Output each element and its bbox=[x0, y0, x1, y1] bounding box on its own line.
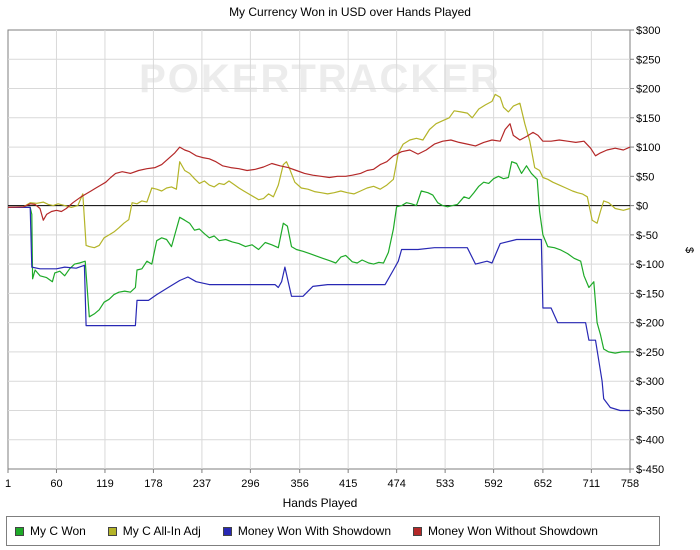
y-tick-label: $100 bbox=[636, 142, 660, 154]
x-tick-label: 178 bbox=[144, 478, 162, 490]
y-tick-label: $-450 bbox=[636, 464, 664, 476]
y-tick-label: $-250 bbox=[636, 347, 664, 359]
legend-label: My C All-In Adj bbox=[122, 524, 201, 538]
y-tick-label: $-350 bbox=[636, 405, 664, 417]
legend-label: Money Won Without Showdown bbox=[428, 524, 598, 538]
watermark-logo: POKERTRACKER bbox=[139, 57, 501, 101]
y-tick-label: $-50 bbox=[636, 230, 658, 242]
legend-swatch bbox=[15, 526, 24, 536]
legend-item-money-won-without-showdown: Money Won Without Showdown bbox=[413, 524, 598, 538]
series-line-my-c-won bbox=[8, 161, 630, 354]
y-tick-label: $250 bbox=[636, 54, 660, 66]
x-tick-label: 592 bbox=[484, 478, 502, 490]
x-tick-label: 237 bbox=[193, 478, 211, 490]
x-tick-label: 474 bbox=[387, 478, 405, 490]
legend-item-my-c-all-in-adj: My C All-In Adj bbox=[107, 524, 201, 538]
x-axis-ticks: 1 60 119 178 237 296 356 415 474 533 592 652 711 758 bbox=[5, 469, 639, 490]
x-tick-label: 652 bbox=[534, 478, 552, 490]
y-tick-label: $300 bbox=[636, 25, 660, 37]
legend-swatch bbox=[107, 526, 117, 536]
x-tick-label: 296 bbox=[241, 478, 259, 490]
legend-swatch bbox=[413, 526, 423, 536]
series-line-money-won-without-showdown bbox=[7, 123, 631, 221]
x-tick-label: 60 bbox=[50, 478, 62, 490]
legend-item-my-c-won: My C Won bbox=[15, 524, 86, 538]
y-tick-label: $-150 bbox=[636, 288, 664, 300]
y-tick-label: $200 bbox=[636, 84, 660, 96]
legend-item-money-won-with-showdown: Money Won With Showdown bbox=[222, 524, 392, 538]
plot-area bbox=[7, 29, 631, 470]
y-tick-label: $-100 bbox=[636, 259, 664, 271]
x-tick-label: 119 bbox=[96, 478, 114, 490]
legend: My C Won My C All-In Adj Money Won With Sh… bbox=[6, 516, 660, 546]
x-tick-label: 356 bbox=[291, 478, 309, 490]
y-axis-ticks: $300 $250 $200 $150 $100 $50 $0 $-50 $-100 $-150 $… bbox=[630, 25, 664, 476]
series-lines bbox=[7, 93, 631, 412]
y-tick-label: $-300 bbox=[636, 376, 664, 388]
x-tick-label: 533 bbox=[436, 478, 454, 490]
x-tick-label: 758 bbox=[621, 478, 639, 490]
y-tick-label: $50 bbox=[636, 171, 654, 183]
x-tick-label: 1 bbox=[5, 478, 11, 490]
y-axis-label: $ bbox=[683, 247, 695, 253]
x-tick-label: 415 bbox=[339, 478, 357, 490]
y-tick-label: $0 bbox=[636, 201, 648, 213]
x-tick-label: 711 bbox=[583, 478, 601, 490]
y-tick-label: $-200 bbox=[636, 318, 664, 330]
series-line-money-won-with-showdown bbox=[8, 206, 630, 412]
y-tick-label: $-400 bbox=[636, 435, 664, 447]
legend-swatch bbox=[222, 526, 232, 536]
chart-title: My Currency Won in USD over Hands Played bbox=[229, 5, 471, 19]
x-axis-label: Hands Played bbox=[283, 496, 358, 510]
legend-label: Money Won With Showdown bbox=[237, 524, 392, 538]
series-line-my-c-all-in-adj bbox=[7, 93, 631, 249]
legend-label: My C Won bbox=[30, 524, 86, 538]
y-tick-label: $150 bbox=[636, 113, 660, 125]
